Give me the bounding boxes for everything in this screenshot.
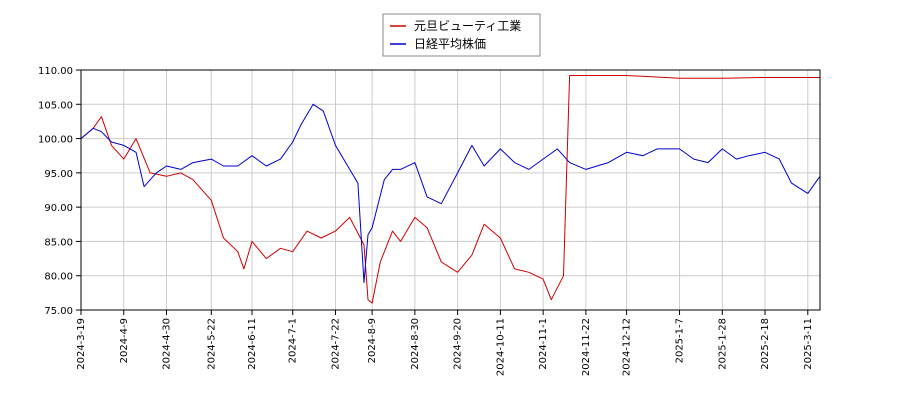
grid [80, 69, 820, 311]
y-tick-label: 85.00 [44, 237, 73, 248]
series-line-1 [80, 75, 820, 304]
y-tick-label: 80.00 [44, 272, 73, 283]
x-tick-label: 2024-8-30 [410, 318, 421, 370]
legend-box [382, 13, 541, 57]
legend-label-series-1: 元旦ビューティ工業 [414, 19, 521, 33]
y-tick-label: 75.00 [44, 306, 73, 317]
legend: 元旦ビューティ工業 日経平均株価 [382, 13, 541, 57]
y-tick-label: 110.00 [38, 66, 73, 77]
x-tick-label: 2024-4-9 [119, 318, 130, 363]
x-tick-label: 2024-9-20 [453, 318, 464, 370]
x-tick-label: 2024-10-11 [495, 318, 506, 376]
x-tick-label: 2024-7-1 [288, 318, 299, 363]
x-tick-label: 2025-1-28 [717, 318, 728, 370]
y-tick-label: 95.00 [44, 169, 73, 180]
x-tick-label: 2024-12-12 [622, 318, 633, 376]
x-tick-label: 2025-3-11 [803, 318, 814, 370]
x-axis: 2024-3-19 2024-4-9 2024-4-30 2024-5-22 2024-… [76, 310, 814, 376]
x-tick-label: 2024-11-1 [538, 318, 549, 370]
x-tick-label: 2024-4-30 [162, 318, 173, 370]
series-line-2 [80, 103, 821, 284]
x-tick-label: 2024-8-9 [367, 318, 378, 363]
x-tick-label: 2025-2-18 [760, 318, 771, 370]
x-tick-label: 2024-7-22 [330, 318, 341, 370]
y-tick-label: 100.00 [38, 135, 73, 146]
x-tick-label: 2024-11-22 [581, 318, 592, 376]
y-tick-label: 90.00 [44, 203, 73, 214]
legend-label-series-2: 日経平均株価 [414, 36, 486, 51]
x-tick-label: 2024-3-19 [76, 318, 87, 370]
y-axis: 75.00 80.00 85.00 90.00 95.00 100.00 105.00 110… [38, 66, 81, 317]
x-tick-label: 2024-6-11 [247, 318, 258, 370]
plot-frame [80, 69, 821, 311]
x-tick-label: 2025-1-7 [675, 318, 686, 363]
x-tick-label: 2024-5-22 [206, 318, 217, 370]
series-lines [80, 75, 821, 304]
y-tick-label: 105.00 [38, 100, 73, 111]
